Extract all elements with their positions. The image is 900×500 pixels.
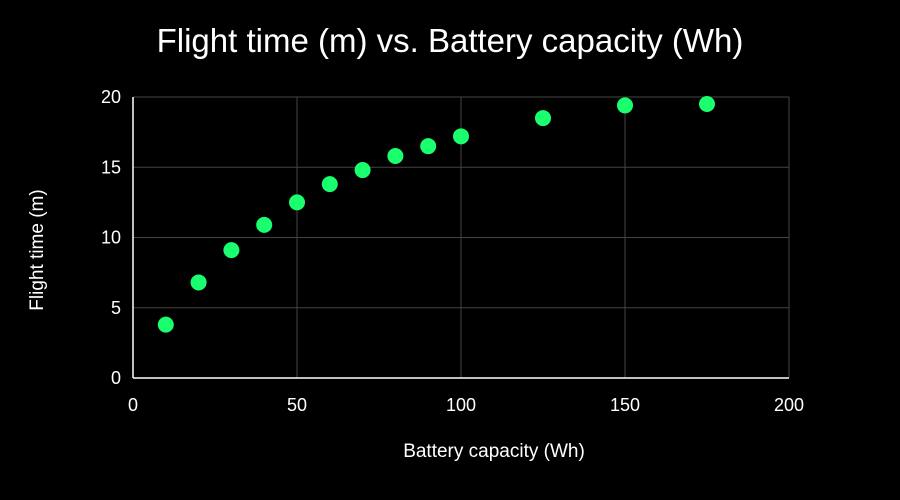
y-tick-label-5: 5 [111,298,121,318]
data-point-40 [256,216,273,233]
chart-title: Flight time (m) vs. Battery capacity (Wh… [156,22,744,59]
x-axis-label: Battery capacity (Wh) [403,441,585,462]
data-point-60 [321,176,338,193]
data-point-70 [354,162,371,179]
data-point-175 [699,96,715,113]
axes [132,97,789,379]
data-point-150 [617,97,633,114]
grid [133,96,790,378]
data-point-30 [223,242,240,259]
data-points [157,96,715,333]
x-tick-label-0: 0 [128,395,138,415]
data-point-125 [535,110,551,127]
y-tick-label-10: 10 [101,228,121,248]
data-point-80 [387,148,404,165]
data-point-50 [289,194,305,211]
x-tick-label-150: 150 [610,395,640,415]
y-tick-label-20: 20 [101,87,121,107]
y-tick-label-0: 0 [111,368,121,388]
tick-labels: 0 50 100 150 200 0 5 10 15 20 [101,87,804,415]
x-tick-label-50: 50 [287,395,307,415]
data-point-20 [190,274,207,291]
data-point-90 [420,138,437,155]
x-tick-label-100: 100 [446,395,476,415]
y-tick-label-15: 15 [101,157,121,177]
data-point-100 [453,128,469,145]
x-tick-label-200: 200 [774,395,804,415]
data-point-10 [157,316,174,333]
